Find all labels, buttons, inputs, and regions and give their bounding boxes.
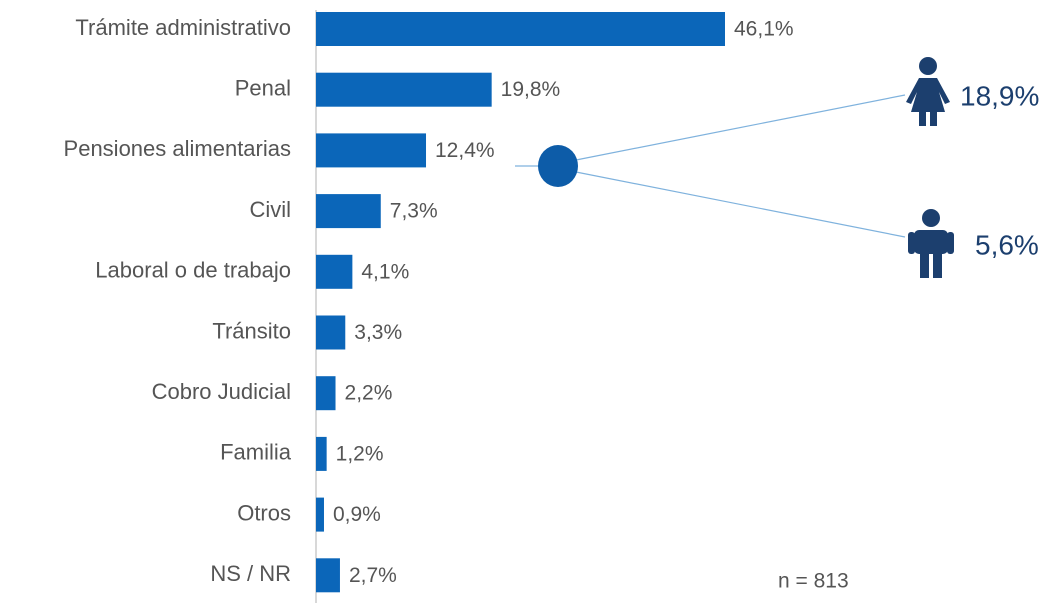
bar [316, 194, 381, 229]
value-label: 46,1% [734, 18, 794, 41]
value-label: 2,2% [345, 382, 393, 405]
bar [316, 12, 725, 46]
category-label: Trámite administrativo [75, 15, 291, 40]
category-label: NS / NR [210, 561, 291, 586]
bar [316, 72, 492, 107]
value-label: 0,9% [333, 503, 381, 526]
bar [316, 558, 340, 593]
connector [575, 171, 906, 238]
category-label: Penal [235, 76, 291, 101]
category-label: Laboral o de trabajo [95, 258, 291, 283]
connector [575, 94, 906, 161]
bar [316, 497, 324, 532]
value-label: 1,2% [336, 442, 384, 465]
category-label: Pensiones alimentarias [64, 136, 291, 161]
category-label: Familia [220, 440, 292, 465]
bar [316, 376, 336, 411]
value-label: 7,3% [390, 200, 438, 223]
category-label: Tránsito [212, 318, 291, 343]
callout-dot [538, 145, 578, 187]
category-label: Cobro Judicial [152, 379, 291, 404]
male-icon [908, 209, 954, 278]
female-icon [906, 57, 950, 126]
value-label: 19,8% [501, 78, 561, 101]
annotation-label: 5,6% [975, 229, 1039, 260]
value-label: 4,1% [361, 260, 409, 283]
bar [316, 315, 346, 350]
annotation-label: 18,9% [960, 80, 1039, 111]
value-label: 3,3% [354, 321, 402, 344]
category-label: Civil [249, 197, 291, 222]
value-label: 2,7% [349, 564, 397, 587]
category-label: Otros [237, 500, 291, 525]
bar [316, 436, 327, 471]
bar [316, 254, 353, 289]
note: n = 813 [778, 570, 849, 593]
bar [316, 133, 427, 168]
value-label: 12,4% [435, 139, 495, 162]
